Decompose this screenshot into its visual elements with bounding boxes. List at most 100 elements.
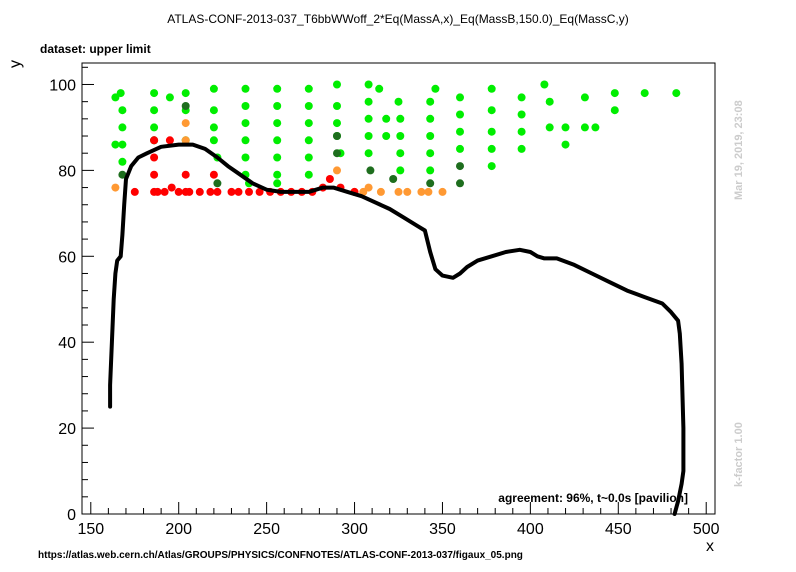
red-point [181, 170, 190, 179]
bright-green-point [487, 162, 496, 171]
bright-green-point [545, 123, 554, 132]
bright-green-point [209, 106, 218, 115]
bright-green-point [610, 106, 619, 115]
bright-green-point [456, 93, 464, 102]
bright-green-point [273, 136, 282, 145]
bright-green-point [150, 89, 159, 98]
bright-green-point [364, 97, 373, 106]
bright-green-point [545, 97, 554, 106]
x-tick-label: 200 [165, 521, 192, 538]
bright-green-point [304, 102, 313, 110]
x-axis-ticks: 150 200 250 300 350 400 450 500 [77, 502, 720, 538]
red-point [213, 187, 222, 196]
dark-green-point [181, 102, 190, 110]
bright-green-point [382, 132, 391, 140]
bright-green-point [561, 123, 570, 132]
bright-green-point [333, 119, 341, 128]
bright-green-point [333, 80, 341, 89]
bright-green-point [456, 144, 464, 153]
bright-green-point [118, 106, 127, 115]
bright-green-point [396, 132, 405, 140]
x-tick-label: 400 [517, 521, 544, 538]
bright-green-point [273, 119, 282, 128]
bright-green-point [431, 84, 440, 93]
y-axis-label: y [7, 60, 24, 68]
bright-green-point [561, 140, 570, 149]
chart-title: ATLAS-CONF-2013-037_T6bbWWoff_2*Eq(MassA… [167, 12, 629, 26]
x-tick-label: 150 [77, 521, 104, 538]
red-point [150, 153, 159, 162]
x-tick-label: 350 [429, 521, 456, 538]
bright-green-point [375, 84, 384, 93]
bright-green-point [273, 170, 282, 179]
dark-green-point [118, 170, 127, 179]
dark-green-point [333, 149, 341, 158]
red-point [150, 136, 159, 145]
bright-green-point [150, 106, 159, 115]
orange-point [417, 187, 426, 196]
bright-green-point [150, 123, 159, 132]
orange-point [333, 166, 341, 175]
bright-green-point [672, 89, 681, 98]
orange-point [403, 187, 412, 196]
bright-green-point [580, 123, 589, 132]
red-point [325, 175, 334, 183]
y-tick-label: 0 [67, 507, 76, 524]
plot-frame [81, 62, 716, 515]
dark-green-point [333, 132, 341, 140]
red-point [255, 187, 264, 196]
orange-point [364, 183, 373, 192]
bright-green-point [364, 80, 373, 89]
bright-green-point [487, 84, 496, 93]
red-point [209, 170, 218, 179]
bright-green-point [591, 123, 600, 132]
bright-green-point [396, 149, 405, 158]
dataset-label: dataset: upper limit [40, 42, 151, 56]
bright-green-point [118, 140, 127, 149]
orange-point [181, 136, 190, 145]
red-point [165, 136, 174, 145]
dark-green-point [456, 179, 464, 188]
y-tick-label: 20 [58, 421, 76, 438]
bright-green-point [580, 93, 589, 102]
red-point [150, 170, 159, 179]
bright-green-point [304, 119, 313, 128]
timestamp-label: Mar 19, 2019, 23:08 [733, 100, 745, 200]
red-point [195, 187, 204, 196]
bright-green-point [165, 93, 174, 102]
bright-green-point [273, 102, 282, 110]
bright-green-point [426, 149, 435, 158]
x-tick-label: 450 [605, 521, 632, 538]
red-point [130, 187, 139, 196]
bright-green-point [273, 153, 282, 162]
orange-point [181, 119, 190, 128]
source-url: https://atlas.web.cern.ch/Atlas/GROUPS/P… [38, 550, 523, 561]
red-point [153, 187, 162, 196]
bright-green-point [487, 144, 496, 153]
x-axis-label: x [706, 538, 714, 555]
bright-green-point [364, 132, 373, 140]
bright-green-point [209, 136, 218, 145]
curve-layer [108, 142, 686, 516]
bright-green-point [517, 110, 526, 119]
x-tick-label: 250 [253, 521, 280, 538]
orange-point [438, 187, 447, 196]
x-tick-label: 500 [693, 521, 720, 538]
red-point [245, 187, 253, 196]
y-axis-ticks: 0 20 40 60 80 100 [49, 66, 94, 524]
bright-green-point [116, 89, 125, 98]
bright-green-point [426, 166, 435, 175]
orange-point [359, 187, 368, 196]
orange-point [111, 183, 120, 192]
bright-green-point [364, 114, 373, 123]
bright-green-point [487, 106, 496, 115]
red-point [160, 187, 169, 196]
bright-green-point [456, 110, 464, 119]
bright-green-point [241, 153, 250, 162]
bright-green-point [241, 119, 250, 128]
red-point [227, 187, 236, 196]
bright-green-point [111, 140, 120, 149]
y-tick-label: 80 [58, 163, 76, 180]
bright-green-point [118, 157, 127, 166]
